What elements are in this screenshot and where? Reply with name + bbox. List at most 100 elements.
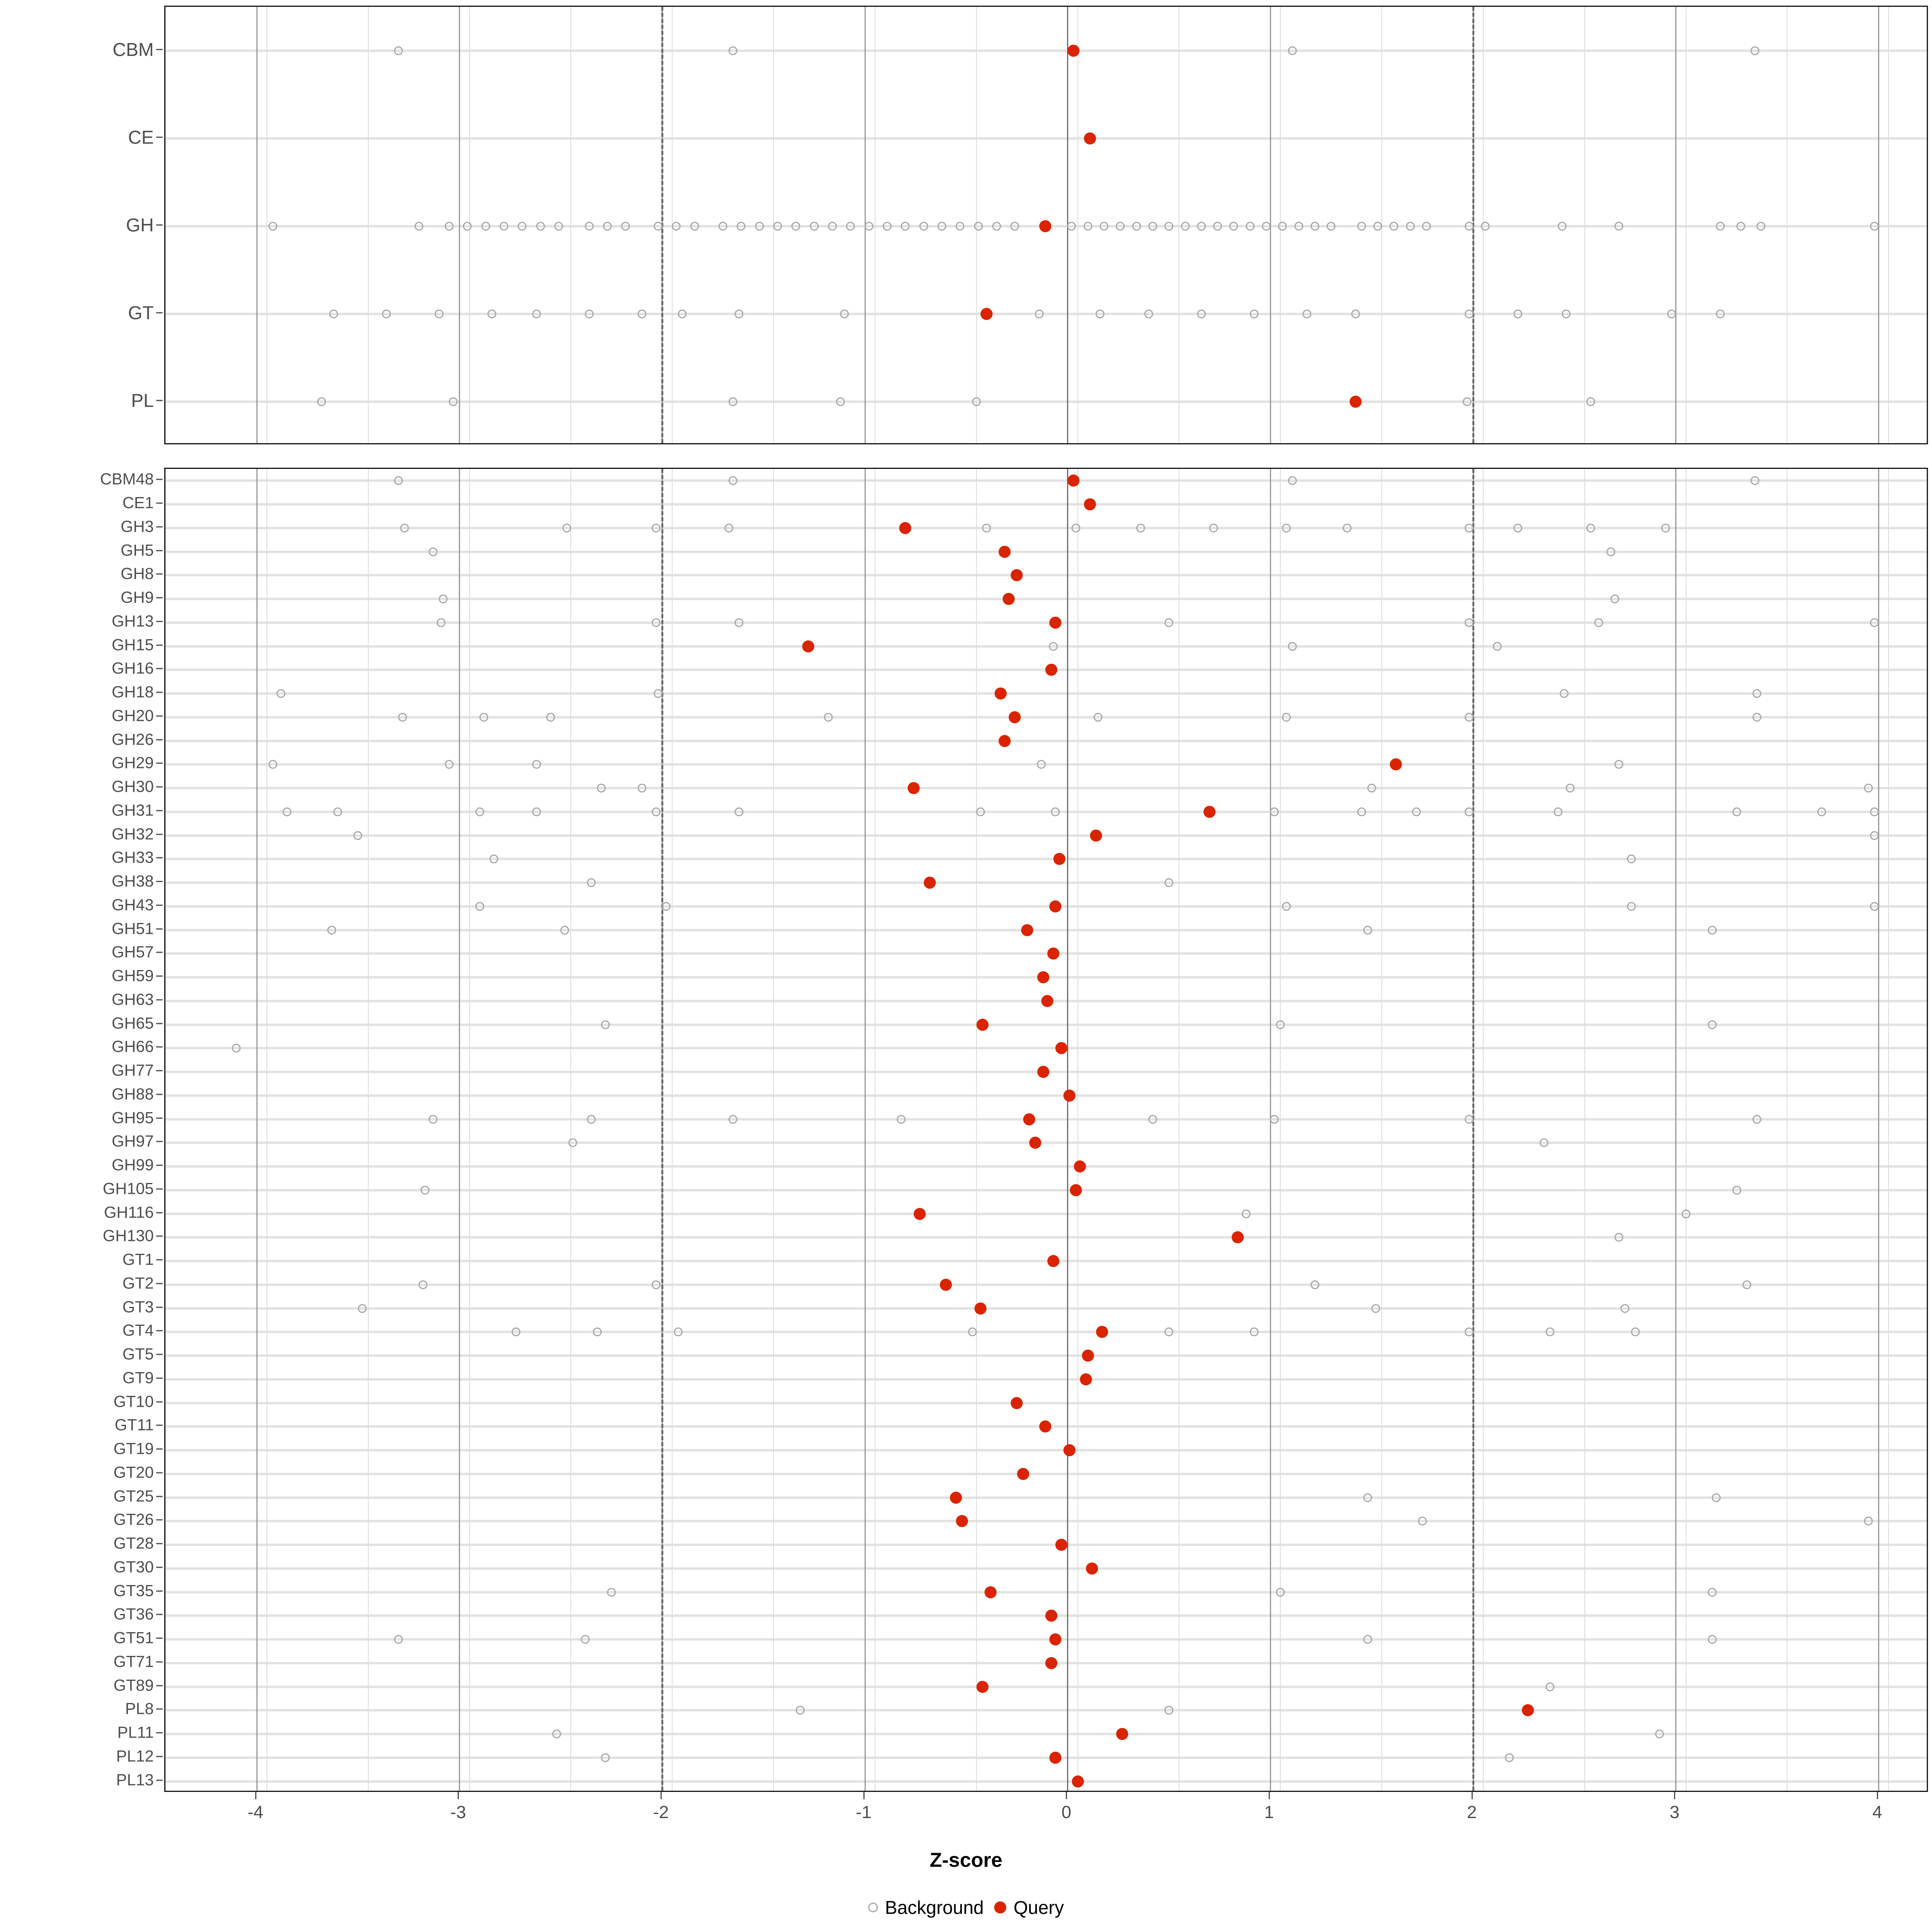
background-point (1164, 618, 1174, 627)
background-point (1614, 1233, 1624, 1242)
y-axis-label: GH26 (111, 731, 154, 749)
background-point (1594, 618, 1603, 627)
query-point (1009, 711, 1021, 723)
y-axis-tick (156, 49, 163, 50)
y-axis-label: GT10 (113, 1393, 154, 1411)
gridline-horizontal (165, 692, 1927, 695)
background-point (562, 523, 572, 533)
x-axis-tick-label: -2 (653, 1802, 669, 1822)
query-point (1023, 1113, 1035, 1125)
background-point (1464, 807, 1474, 816)
gridline-horizontal (165, 834, 1927, 837)
y-axis-label: GH116 (104, 1203, 154, 1222)
y-axis-tick (156, 999, 163, 1001)
y-axis-tick (156, 1094, 163, 1095)
background-point (678, 310, 687, 318)
gridline-vertical-minor (1888, 469, 1889, 1791)
gridline-vertical-minor (1787, 7, 1788, 443)
background-point (729, 1115, 738, 1124)
legend-item-query[interactable]: Query (994, 1897, 1064, 1918)
background-point (674, 1327, 683, 1337)
background-point (268, 222, 277, 231)
background-point (735, 618, 744, 627)
y-axis-label: GH18 (111, 683, 154, 701)
query-point (1116, 1728, 1129, 1740)
background-point (584, 310, 594, 318)
x-axis-tick-label: 0 (1061, 1802, 1071, 1822)
gridline-vertical-minor (266, 469, 267, 1791)
gridline-vertical-minor (1482, 469, 1484, 1791)
x-axis-tick (661, 1792, 662, 1799)
background-point (327, 925, 336, 935)
y-axis-label: GT20 (113, 1463, 154, 1482)
background-point (532, 760, 541, 769)
background-point (1870, 618, 1879, 627)
legend: Background Query (0, 1897, 1932, 1918)
background-point (718, 222, 728, 231)
gridline-horizontal (165, 1189, 1927, 1191)
background-point (1412, 807, 1421, 816)
y-axis-label: GH38 (111, 872, 154, 890)
gridline-horizontal (165, 1283, 1927, 1286)
background-point (729, 476, 738, 485)
background-point (1464, 222, 1474, 231)
y-axis-label: CE (128, 127, 154, 148)
background-point (1164, 1706, 1174, 1715)
gridline-horizontal (165, 1260, 1927, 1263)
y-axis-label: GH43 (111, 896, 154, 914)
query-point (976, 1018, 989, 1031)
gridline-vertical (459, 7, 460, 443)
y-axis-label: GT36 (113, 1605, 154, 1623)
background-point (1067, 222, 1076, 231)
x-axis-tick (1674, 1792, 1676, 1799)
background-point (1282, 712, 1291, 722)
background-point (1620, 1304, 1630, 1313)
query-point (1011, 569, 1023, 582)
background-point (1371, 1304, 1380, 1313)
background-point (1422, 222, 1431, 231)
y-axis-tick (156, 1354, 163, 1355)
query-point (1039, 220, 1051, 232)
background-point (1249, 1327, 1259, 1337)
gridline-horizontal (165, 1402, 1927, 1404)
background-point (653, 222, 663, 231)
query-point (976, 1680, 989, 1693)
query-point (1045, 1657, 1058, 1669)
gridline-vertical-minor (570, 7, 572, 443)
background-point (1034, 310, 1044, 318)
background-point (1736, 222, 1745, 231)
gridline-vertical-minor (1584, 7, 1585, 443)
background-point (982, 523, 991, 533)
background-point (1627, 855, 1636, 864)
y-axis-tick (156, 786, 163, 788)
query-point (899, 522, 912, 534)
y-axis-tick (156, 597, 163, 599)
background-point (414, 222, 423, 231)
background-point (1464, 1327, 1474, 1337)
background-point (972, 397, 981, 406)
y-axis-label: GT35 (113, 1582, 154, 1600)
background-point (1197, 310, 1206, 318)
x-axis-tick-label: 4 (1872, 1802, 1882, 1822)
y-axis-tick (156, 1756, 163, 1757)
background-point (418, 1280, 427, 1289)
gridline-horizontal (165, 1520, 1927, 1523)
y-axis-label: GH105 (103, 1180, 154, 1198)
background-point (532, 807, 541, 816)
cazyme-family-y-axis: CBM48 CE1 GH3 GH5 GH8 GH9 GH13 GH15 GH16 GH18 GH20… (0, 468, 164, 1792)
gridline-vertical-minor (165, 469, 166, 1791)
background-point (956, 222, 965, 231)
gridline-horizontal (165, 716, 1927, 718)
query-point (1055, 1042, 1068, 1055)
gridline-horizontal (165, 1544, 1927, 1546)
background-point (1493, 642, 1502, 651)
background-point (724, 523, 734, 533)
query-point (1003, 593, 1015, 605)
background-point (1148, 222, 1157, 231)
y-axis-label: GT (128, 302, 154, 323)
legend-item-background[interactable]: Background (868, 1897, 984, 1918)
gridline-vertical-minor (1888, 7, 1889, 443)
background-point (737, 222, 746, 231)
background-point (1181, 222, 1190, 231)
background-point (500, 222, 509, 231)
